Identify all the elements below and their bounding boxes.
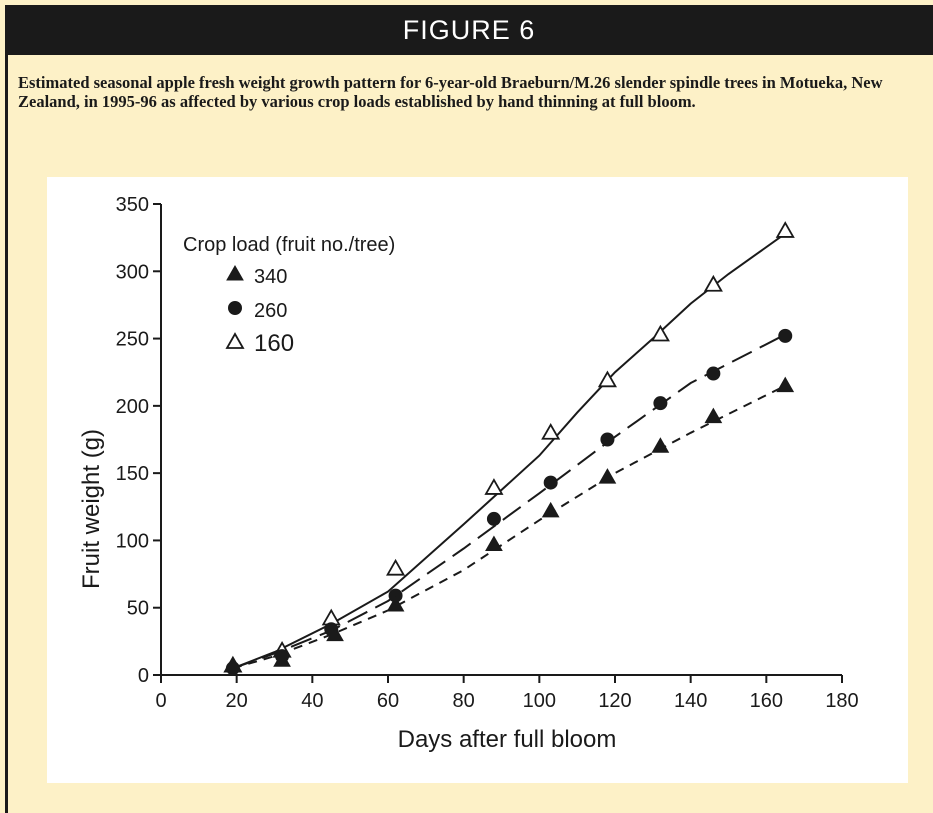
data-point-160 bbox=[541, 422, 561, 440]
x-tick-label: 80 bbox=[453, 690, 475, 712]
legend-label-340: 340 bbox=[254, 266, 287, 288]
y-tick-label: 350 bbox=[116, 194, 149, 216]
data-point-160 bbox=[775, 221, 795, 238]
y-tick-label: 100 bbox=[116, 530, 149, 552]
x-tick-label: 120 bbox=[598, 690, 631, 712]
legend-label-160: 160 bbox=[254, 330, 294, 357]
x-tick-label: 20 bbox=[226, 690, 248, 712]
plot-panel: 0 20 40 60 80 100 120 140 160 180 0 50 100 150 200 250 3… bbox=[47, 177, 908, 783]
legend: Crop load (fruit no./tree) 340 260 160 bbox=[183, 234, 395, 357]
data-point-260 bbox=[778, 328, 793, 343]
data-point-340 bbox=[386, 596, 405, 612]
axes: 0 20 40 60 80 100 120 140 160 180 0 50 100 150 200 250 3… bbox=[116, 194, 859, 712]
data-point-160 bbox=[597, 370, 617, 388]
x-axis-label: Days after full bloom bbox=[398, 726, 617, 753]
data-point-340 bbox=[776, 376, 795, 393]
data-point-340 bbox=[598, 468, 617, 484]
data-point-260 bbox=[486, 511, 501, 526]
data-point-340 bbox=[273, 651, 291, 667]
y-tick-label: 250 bbox=[116, 329, 149, 351]
data-point-340 bbox=[326, 625, 344, 642]
data-point-160 bbox=[386, 558, 406, 576]
data-point-160 bbox=[650, 324, 670, 342]
y-tick-label: 150 bbox=[116, 463, 149, 485]
figure-title: FIGURE 6 bbox=[402, 14, 536, 45]
data-point-160 bbox=[703, 274, 723, 292]
legend-title: Crop load (fruit no./tree) bbox=[183, 234, 395, 256]
y-tick-label: 50 bbox=[127, 598, 149, 620]
series-line-340 bbox=[232, 384, 786, 670]
left-border-rule bbox=[5, 55, 8, 813]
legend-label-260: 260 bbox=[254, 300, 287, 322]
y-tick-label: 200 bbox=[116, 396, 149, 418]
figure-caption: Estimated seasonal apple fresh weight gr… bbox=[18, 73, 883, 111]
data-point-340 bbox=[224, 656, 242, 673]
data-markers bbox=[223, 221, 795, 676]
data-point-260 bbox=[543, 475, 558, 490]
data-point-340 bbox=[541, 501, 560, 518]
y-tick-label: 0 bbox=[138, 665, 149, 687]
legend-marker-340 bbox=[226, 264, 244, 281]
x-tick-label: 180 bbox=[825, 690, 858, 712]
data-point-340 bbox=[485, 535, 503, 551]
x-tick-label: 160 bbox=[750, 690, 783, 712]
series-lines bbox=[232, 232, 786, 670]
x-tick-label: 140 bbox=[674, 690, 707, 712]
data-point-160 bbox=[484, 478, 504, 495]
y-tick-label: 300 bbox=[116, 261, 149, 283]
legend-marker-160 bbox=[225, 332, 245, 349]
x-tick-label: 40 bbox=[301, 690, 323, 712]
data-point-260 bbox=[706, 366, 721, 381]
data-point-260 bbox=[653, 396, 668, 411]
series-line-260 bbox=[232, 333, 786, 670]
x-tick-label: 100 bbox=[523, 690, 556, 712]
y-axis-label: Fruit weight (g) bbox=[78, 429, 105, 589]
x-tick-label: 0 bbox=[155, 690, 166, 712]
legend-marker-260 bbox=[228, 301, 242, 315]
figure-header: FIGURE 6 bbox=[5, 5, 933, 55]
growth-chart: 0 20 40 60 80 100 120 140 160 180 0 50 100 150 200 250 3… bbox=[78, 194, 859, 753]
x-tick-label: 60 bbox=[377, 690, 399, 712]
data-point-260 bbox=[600, 432, 615, 447]
series-line-160 bbox=[232, 232, 786, 670]
data-point-340 bbox=[704, 407, 723, 424]
data-point-340 bbox=[651, 437, 670, 453]
